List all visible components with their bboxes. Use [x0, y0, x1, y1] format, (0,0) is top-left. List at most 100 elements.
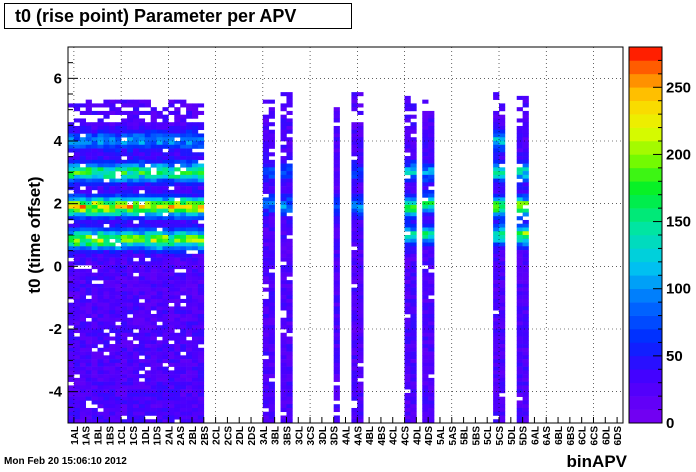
- heatmap-cell: [138, 272, 146, 277]
- heatmap-cell: [522, 400, 529, 405]
- timestamp: Mon Feb 20 15:06:10 2012: [4, 456, 127, 467]
- heatmap-cell: [186, 310, 193, 315]
- heatmap-cell: [404, 359, 411, 364]
- heatmap-cell: [499, 223, 506, 228]
- heatmap-cell: [428, 347, 435, 352]
- heatmap-cell: [150, 404, 157, 409]
- heatmap-cell: [268, 107, 275, 112]
- heatmap-cell: [428, 148, 435, 153]
- heatmap-cell: [522, 366, 529, 371]
- heatmap-cell: [428, 419, 435, 424]
- heatmap-cell: [262, 174, 270, 179]
- heatmap-cell: [516, 250, 523, 255]
- heatmap-cell: [333, 212, 340, 217]
- heatmap-cell: [422, 272, 429, 277]
- heatmap-cell: [109, 235, 116, 240]
- heatmap-cell: [127, 355, 134, 360]
- heatmap-cell: [404, 125, 411, 131]
- heatmap-cell: [150, 280, 157, 285]
- heatmap-cell: [174, 133, 181, 138]
- heatmap-cell: [262, 321, 270, 326]
- heatmap-cell: [103, 404, 110, 409]
- heatmap-cell: [428, 212, 435, 217]
- heatmap-cell: [138, 404, 146, 409]
- heatmap-cell: [280, 283, 287, 288]
- heatmap-cell: [428, 141, 435, 146]
- heatmap-cell: [144, 374, 151, 379]
- heatmap-cell: [103, 313, 110, 319]
- heatmap-cell: [109, 223, 116, 228]
- heatmap-cell: [121, 377, 128, 382]
- heatmap-cell: [357, 178, 364, 183]
- heatmap-cell: [79, 167, 87, 172]
- heatmap-cell: [268, 223, 275, 228]
- heatmap-cell: [191, 103, 199, 108]
- heatmap-cell: [103, 295, 110, 300]
- heatmap-cell: [79, 374, 87, 379]
- heatmap-cell: [156, 141, 163, 146]
- heatmap-cell: [162, 182, 169, 187]
- heatmap-cell: [127, 189, 134, 194]
- heatmap-cell: [138, 291, 146, 296]
- heatmap-cell: [79, 156, 87, 161]
- heatmap-cell: [121, 253, 128, 258]
- palette-band: [629, 302, 662, 316]
- heatmap-cell: [156, 385, 163, 390]
- heatmap-cell: [174, 235, 181, 240]
- heatmap-cell: [516, 385, 523, 390]
- heatmap-cell: [115, 137, 122, 142]
- heatmap-cell: [286, 317, 293, 322]
- heatmap-cell: [522, 272, 529, 277]
- heatmap-cell: [410, 186, 417, 191]
- heatmap-cell: [186, 201, 193, 206]
- heatmap-cell: [197, 268, 205, 273]
- heatmap-cell: [91, 174, 98, 179]
- x-tick-label: 2CS: [223, 426, 234, 446]
- heatmap-cell: [186, 389, 193, 394]
- heatmap-cell: [168, 156, 175, 161]
- x-tick-label: 6AL: [530, 426, 541, 445]
- heatmap-cell: [121, 340, 128, 345]
- heatmap-cell: [150, 351, 157, 356]
- heatmap-cell: [522, 404, 529, 409]
- heatmap-cell: [410, 347, 417, 352]
- heatmap-cell: [404, 310, 411, 315]
- heatmap-cell: [180, 182, 187, 187]
- heatmap-cell: [138, 407, 146, 413]
- heatmap-cell: [268, 280, 275, 285]
- heatmap-cell: [85, 107, 92, 112]
- heatmap-cell: [351, 141, 358, 146]
- heatmap-cell: [144, 407, 151, 413]
- heatmap-cell: [150, 186, 157, 191]
- heatmap-cell: [150, 152, 157, 157]
- heatmap-cell: [404, 114, 411, 119]
- heatmap-cell: [68, 370, 75, 375]
- heatmap-cell: [150, 257, 157, 262]
- heatmap-cell: [150, 212, 157, 217]
- heatmap-cell: [97, 310, 104, 315]
- heatmap-cell: [97, 336, 104, 341]
- heatmap-cell: [422, 144, 429, 149]
- heatmap-cell: [79, 381, 87, 386]
- heatmap-cell: [115, 246, 122, 251]
- heatmap-cell: [522, 208, 529, 213]
- heatmap-cell: [493, 362, 500, 367]
- heatmap-cell: [357, 283, 364, 288]
- heatmap-cell: [422, 201, 429, 206]
- heatmap-cell: [79, 250, 87, 255]
- heatmap-cell: [286, 313, 293, 319]
- heatmap-cell: [73, 182, 81, 187]
- heatmap-cell: [286, 219, 293, 225]
- heatmap-cell: [168, 110, 175, 115]
- heatmap-cell: [73, 208, 81, 213]
- heatmap-cell: [132, 193, 140, 198]
- heatmap-cell: [68, 366, 75, 371]
- heatmap-cell: [103, 171, 110, 176]
- heatmap-cell: [162, 235, 169, 240]
- heatmap-cell: [422, 411, 429, 416]
- heatmap-cell: [150, 216, 157, 221]
- heatmap-cell: [404, 257, 411, 262]
- heatmap-cell: [493, 298, 500, 303]
- heatmap-cell: [174, 223, 181, 228]
- heatmap-cell: [68, 204, 75, 209]
